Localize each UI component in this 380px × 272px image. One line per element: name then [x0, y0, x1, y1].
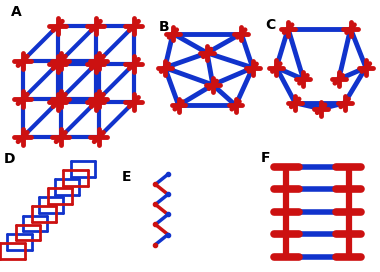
- Text: F: F: [261, 151, 271, 165]
- Text: B: B: [159, 20, 170, 34]
- Text: D: D: [4, 152, 15, 166]
- Text: C: C: [266, 18, 276, 32]
- Text: E: E: [122, 170, 131, 184]
- Text: A: A: [11, 5, 21, 18]
